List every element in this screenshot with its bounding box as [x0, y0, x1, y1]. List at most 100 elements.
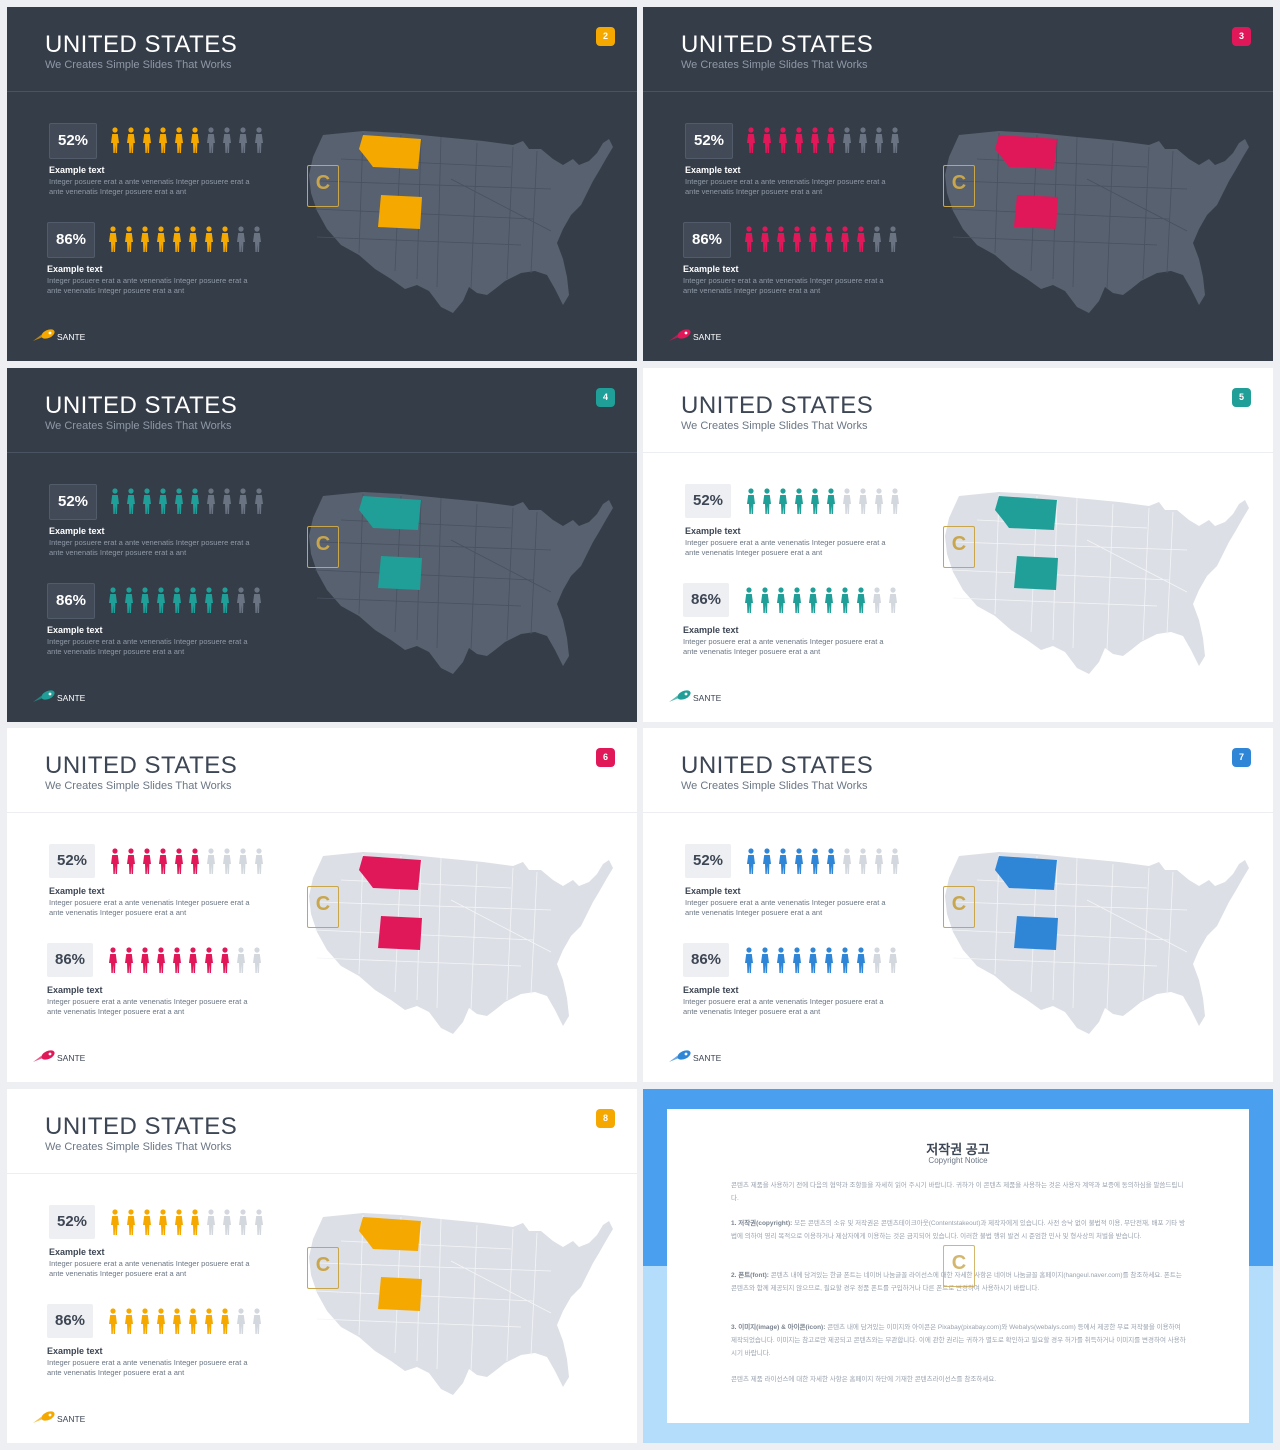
pictogram-container: [109, 848, 269, 876]
person-icon-empty: [239, 127, 247, 153]
notice-section-text: 콘텐츠 내에 담겨있는 이미지와 아이콘은 Pixabay(pixabay.co…: [731, 1324, 1186, 1357]
person-icon-empty: [873, 587, 881, 613]
brand-name: SANTE: [57, 1414, 86, 1424]
stat-label: Example text: [47, 985, 103, 995]
stat-label: Example text: [685, 886, 741, 896]
pictogram-row: [109, 947, 261, 973]
person-icon-filled: [779, 848, 787, 874]
slide-subtitle: We Creates Simple Slides That Works: [45, 420, 232, 432]
rocket-logo-icon: [33, 329, 55, 341]
person-icon-empty: [873, 226, 881, 252]
page-number-badge: 6: [596, 748, 615, 767]
person-icon-filled: [141, 1308, 149, 1334]
usa-map: [309, 852, 613, 1034]
person-icon-filled: [825, 947, 833, 973]
notice-section-copyright: 1. 저작권(copyright): 모든 콘텐츠의 소유 및 저작권은 콘텐츠…: [731, 1217, 1186, 1243]
slide-3: UNITED STATES We Creates Simple Slides Th…: [643, 7, 1273, 361]
pictogram-container: [107, 587, 267, 615]
person-icon-filled: [173, 226, 181, 252]
person-icon-filled: [189, 1308, 197, 1334]
header-divider: [7, 812, 637, 813]
pictogram-container: [109, 1209, 269, 1237]
slide-title: UNITED STATES: [45, 31, 238, 58]
person-icon-filled: [827, 127, 835, 153]
person-icon-empty: [859, 127, 867, 153]
person-icon-filled: [745, 947, 753, 973]
pictogram-row: [109, 587, 261, 613]
person-icon-empty: [875, 488, 883, 514]
rocket-logo-icon: [669, 329, 691, 341]
watermark-letter: C: [951, 172, 967, 194]
person-icon-filled: [125, 1308, 133, 1334]
slide-title: UNITED STATES: [45, 752, 238, 779]
person-icon-empty: [223, 848, 231, 874]
person-icon-filled: [763, 127, 771, 153]
watermark-letter: C: [951, 893, 967, 915]
state-montana: [359, 496, 421, 530]
pictogram-row: [745, 947, 897, 973]
watermark-logo: C: [307, 1247, 339, 1289]
slide-subtitle: We Creates Simple Slides That Works: [681, 59, 868, 71]
person-icon-empty: [859, 848, 867, 874]
person-icon-filled: [857, 226, 865, 252]
slide-subtitle: We Creates Simple Slides That Works: [681, 780, 868, 792]
person-icon-filled: [109, 226, 117, 252]
brand-name: SANTE: [693, 693, 722, 703]
slide-title: UNITED STATES: [681, 31, 874, 58]
rocket-logo-icon: [669, 1050, 691, 1062]
page-number-badge: 2: [596, 27, 615, 46]
person-icon-filled: [793, 226, 801, 252]
pictogram-row: [747, 848, 899, 874]
person-icon-filled: [747, 848, 755, 874]
slide-subtitle: We Creates Simple Slides That Works: [45, 1141, 232, 1153]
usa-map: [945, 131, 1249, 313]
person-icon-filled: [793, 947, 801, 973]
person-icon-filled: [189, 947, 197, 973]
person-icon-filled: [173, 587, 181, 613]
watermark-letter: C: [315, 1254, 331, 1276]
stat-percent: 86%: [683, 583, 729, 617]
stat-percent: 52%: [49, 484, 97, 520]
pictogram-container: [107, 947, 267, 975]
person-icon-filled: [191, 848, 199, 874]
stat-description: Integer posuere erat a ante venenatis In…: [683, 637, 884, 656]
usa-outline: [309, 492, 613, 674]
usa-map: [309, 1213, 613, 1395]
person-icon-filled: [221, 1308, 229, 1334]
pictogram-row: [109, 226, 261, 252]
watermark-letter: C: [315, 172, 331, 194]
page-number-badge: 4: [596, 388, 615, 407]
person-icon-filled: [111, 127, 119, 153]
header-divider: [7, 1173, 637, 1174]
page-number-badge: 5: [1232, 388, 1251, 407]
person-icon-filled: [157, 1308, 165, 1334]
pictogram-row: [111, 848, 263, 874]
state-colorado: [1014, 556, 1058, 590]
rocket-logo-icon: [33, 1050, 55, 1062]
stat-percent: 86%: [683, 943, 729, 977]
watermark-letter: C: [315, 533, 331, 555]
person-icon-empty: [207, 848, 215, 874]
person-icon-filled: [747, 127, 755, 153]
person-icon-filled: [157, 947, 165, 973]
stat-label: Example text: [49, 886, 105, 896]
person-icon-filled: [221, 587, 229, 613]
pictogram-container: [743, 947, 903, 975]
person-icon-empty: [237, 947, 245, 973]
watermark-logo: C: [943, 165, 975, 207]
notice-intro: 콘텐츠 제품을 사용하기 전에 다음의 협약과 조항들을 자세히 읽어 주시기 …: [731, 1182, 1184, 1202]
person-icon-empty: [859, 488, 867, 514]
stat-label: Example text: [685, 526, 741, 536]
person-icon-filled: [777, 226, 785, 252]
watermark-logo: C: [307, 886, 339, 928]
stat-label: Example text: [49, 1247, 105, 1257]
person-icon-filled: [779, 488, 787, 514]
person-icon-filled: [189, 587, 197, 613]
state-montana: [359, 856, 421, 890]
person-icon-filled: [811, 488, 819, 514]
pictogram-container: [743, 587, 903, 615]
header-divider: [7, 91, 637, 92]
stat-percent: 86%: [47, 943, 93, 977]
header-divider: [643, 91, 1273, 92]
person-icon-filled: [779, 127, 787, 153]
